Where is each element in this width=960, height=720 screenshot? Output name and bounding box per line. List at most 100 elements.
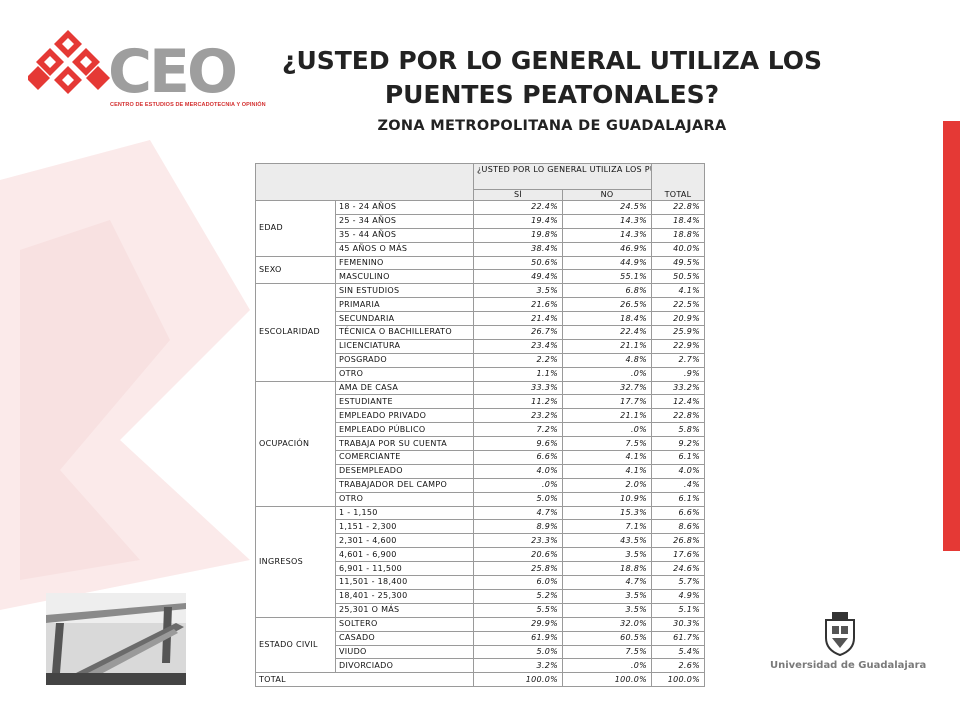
- row-label: MASCULINO: [335, 269, 474, 285]
- row-label: LICENCIATURA: [335, 338, 474, 354]
- yes-cell: 5.2%: [473, 588, 563, 604]
- row-label: OTRO: [335, 491, 474, 507]
- table-row: EMPLEADO PRIVADO 23.2% 21.1% 22.8%: [256, 408, 706, 424]
- yes-cell: 4.7%: [473, 505, 563, 521]
- total-cell: .9%: [651, 366, 706, 382]
- yes-cell: 19.4%: [473, 213, 563, 229]
- yes-cell: 22.4%: [473, 200, 563, 215]
- no-header: NO: [561, 189, 653, 201]
- row-label: 1,151 - 2,300: [335, 519, 474, 535]
- total-cell: 22.8%: [651, 200, 706, 215]
- total-cell: 24.6%: [651, 561, 706, 577]
- table-row: ESTADO CIVIL SOLTERO 29.9% 32.0% 30.3%: [255, 616, 706, 674]
- row-label: AMA DE CASA: [335, 380, 474, 396]
- table-row: MASCULINO 49.4% 55.1% 50.5%: [256, 269, 706, 285]
- row-label: DESEMPLEADO: [335, 463, 474, 479]
- row-label: 35 - 44 AÑOS: [335, 227, 474, 243]
- udg-seal-icon: [825, 612, 855, 656]
- table-row: EDAD 18 - 24 AÑOS 22.4% 24.5% 22.8%: [255, 200, 706, 257]
- total-cell: 30.3%: [651, 616, 706, 632]
- row-label: TÉCNICA O BACHILLERATO: [335, 325, 474, 340]
- total-cell: .4%: [651, 477, 706, 493]
- no-cell: 44.9%: [561, 255, 653, 271]
- total-cell: 6.1%: [651, 450, 706, 465]
- total-value: 100.0%: [561, 672, 653, 688]
- yes-cell: 61.9%: [473, 630, 563, 646]
- yes-cell: 49.4%: [473, 269, 563, 285]
- table-row: 35 - 44 AÑOS 19.8% 14.3% 18.8%: [256, 227, 706, 243]
- no-cell: 21.1%: [561, 338, 653, 354]
- no-cell: 22.4%: [561, 325, 653, 340]
- total-cell: 49.5%: [651, 255, 706, 271]
- row-label: SECUNDARIA: [335, 311, 474, 327]
- no-cell: 14.3%: [561, 213, 653, 229]
- row-label: 25 - 34 AÑOS: [335, 213, 474, 229]
- row-label: EMPLEADO PRIVADO: [335, 408, 474, 424]
- table-row: 1,151 - 2,300 8.9% 7.1% 8.6%: [256, 519, 706, 535]
- table-row: TRABAJADOR DEL CAMPO .0% 2.0% .4%: [256, 477, 706, 493]
- total-cell: 5.8%: [651, 422, 706, 438]
- yes-header: SÍ: [473, 189, 563, 201]
- no-cell: 46.9%: [561, 241, 653, 257]
- yes-cell: 1.1%: [473, 366, 563, 382]
- total-cell: 4.0%: [651, 463, 706, 479]
- yes-cell: 5.0%: [473, 491, 563, 507]
- total-cell: 22.5%: [651, 297, 706, 313]
- yes-cell: 7.2%: [473, 422, 563, 438]
- row-label: CASADO: [335, 630, 474, 646]
- table-row: 18,401 - 25,300 5.2% 3.5% 4.9%: [256, 588, 706, 604]
- no-cell: 4.1%: [561, 463, 653, 479]
- total-cell: 22.8%: [651, 408, 706, 424]
- yes-cell: 5.0%: [473, 644, 563, 660]
- no-cell: 26.5%: [561, 297, 653, 313]
- total-cell: 4.9%: [651, 588, 706, 604]
- total-cell: 12.4%: [651, 394, 706, 410]
- yes-cell: 38.4%: [473, 241, 563, 257]
- row-label: VIUDO: [335, 644, 474, 660]
- row-label: OTRO: [335, 366, 474, 382]
- yes-cell: 3.2%: [473, 658, 563, 674]
- no-cell: .0%: [561, 658, 653, 674]
- no-cell: 24.5%: [561, 200, 653, 215]
- background-shape: [0, 140, 250, 610]
- row-label: FEMENINO: [335, 255, 474, 271]
- yes-cell: 2.2%: [473, 352, 563, 368]
- total-cell: 6.1%: [651, 491, 706, 507]
- total-cell: 4.1%: [651, 283, 706, 299]
- total-cell: 5.7%: [651, 575, 706, 590]
- row-label: 4,601 - 6,900: [335, 547, 474, 563]
- table-row: POSGRADO 2.2% 4.8% 2.7%: [256, 352, 706, 368]
- total-cell: 25.9%: [651, 325, 706, 340]
- yes-cell: 23.4%: [473, 338, 563, 354]
- no-cell: 21.1%: [561, 408, 653, 424]
- row-label: EMPLEADO PÚBLICO: [335, 422, 474, 438]
- group-label: INGRESOS: [255, 505, 336, 618]
- group-label: ESTADO CIVIL: [255, 616, 336, 674]
- pedestrian-bridge-photo: [46, 593, 186, 685]
- no-cell: .0%: [561, 422, 653, 438]
- row-label: 45 AÑOS O MÁS: [335, 241, 474, 257]
- no-cell: 14.3%: [561, 227, 653, 243]
- yes-cell: 3.5%: [473, 283, 563, 299]
- no-cell: 17.7%: [561, 394, 653, 410]
- ceo-logo-text: CEO: [108, 37, 238, 107]
- table-row: PRIMARIA 21.6% 26.5% 22.5%: [256, 297, 706, 313]
- no-cell: .0%: [561, 366, 653, 382]
- yes-cell: 8.9%: [473, 519, 563, 535]
- yes-cell: 21.4%: [473, 311, 563, 327]
- yes-cell: .0%: [473, 477, 563, 493]
- yes-cell: 6.6%: [473, 450, 563, 465]
- table-row: OTRO 1.1% .0% .9%: [256, 366, 706, 382]
- total-cell: 2.6%: [651, 658, 706, 674]
- no-cell: 7.1%: [561, 519, 653, 535]
- total-value: 100.0%: [651, 672, 706, 688]
- group-label: OCUPACIÓN: [255, 380, 336, 507]
- total-value: 100.0%: [473, 672, 563, 688]
- page-title: ¿USTED POR LO GENERAL UTILIZA LOS PUENTE…: [281, 46, 823, 109]
- question-header: ¿USTED POR LO GENERAL UTILIZA LOS PUENTE…: [472, 163, 653, 190]
- no-cell: 6.8%: [561, 283, 653, 299]
- row-label: 18,401 - 25,300: [335, 588, 474, 604]
- yes-cell: 5.5%: [473, 602, 563, 618]
- total-cell: 61.7%: [651, 630, 706, 646]
- total-cell: 18.8%: [651, 227, 706, 243]
